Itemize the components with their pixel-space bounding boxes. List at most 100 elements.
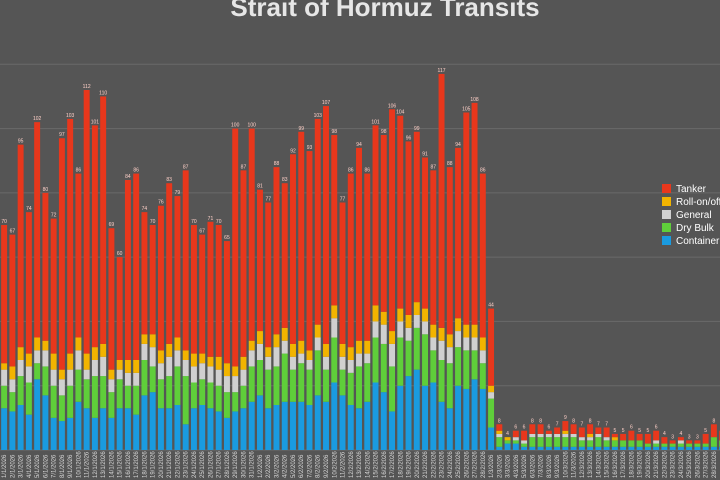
bar-segment-dry-bulk bbox=[661, 443, 668, 447]
bar-total-label: 105 bbox=[462, 107, 471, 113]
bar-segment-roll-on-off bbox=[611, 437, 618, 441]
bar-segment-roll-on-off bbox=[496, 430, 503, 434]
bar-segment-dry-bulk bbox=[512, 440, 519, 444]
bar-segment-roll-on-off bbox=[157, 350, 164, 364]
bar-segment-general bbox=[471, 337, 478, 351]
bar-segment-container bbox=[1, 408, 8, 450]
bar-segment-tanker bbox=[364, 173, 371, 341]
bar-segment-tanker bbox=[108, 228, 115, 370]
bar-segment-general bbox=[190, 366, 197, 383]
bar-total-label: 70 bbox=[191, 219, 197, 225]
bar-segment-container bbox=[83, 408, 90, 450]
x-tick-label: 6/3/2026 bbox=[530, 454, 536, 478]
x-tick-label: 14/2/2026 bbox=[365, 451, 371, 478]
bar-segment-dry-bulk bbox=[537, 437, 544, 447]
bar-segment-roll-on-off bbox=[25, 353, 32, 367]
bar-segment-container bbox=[504, 443, 511, 450]
bar-total-label: 112 bbox=[83, 84, 91, 90]
bar-segment-general bbox=[496, 433, 503, 438]
bar-total-label: 88 bbox=[447, 161, 453, 167]
bar-segment-general bbox=[116, 369, 123, 380]
bar-segment-dry-bulk bbox=[199, 379, 206, 405]
x-tick-label: 24/2/2026 bbox=[448, 451, 454, 478]
bar-segment-dry-bulk bbox=[636, 440, 643, 447]
bar-segment-roll-on-off bbox=[364, 340, 371, 354]
bar-total-label: 9 bbox=[564, 415, 567, 421]
bar-segment-tanker bbox=[83, 90, 90, 354]
bar-segment-tanker bbox=[331, 135, 338, 306]
bar-segment-tanker bbox=[661, 437, 668, 444]
bar-segment-tanker bbox=[463, 112, 470, 325]
bar-segment-dry-bulk bbox=[248, 366, 255, 402]
bar-segment-general bbox=[479, 350, 486, 364]
bar-segment-tanker bbox=[281, 183, 288, 328]
x-tick-label: 16/2/2026 bbox=[382, 451, 388, 478]
bar-total-label: 107 bbox=[322, 100, 331, 106]
bar-segment-tanker bbox=[677, 437, 684, 441]
bar-segment-container bbox=[166, 408, 173, 450]
bar-segment-general bbox=[323, 356, 329, 370]
bar-segment-general bbox=[603, 437, 610, 441]
bar-segment-dry-bulk bbox=[446, 363, 453, 409]
bar-total-label: 5 bbox=[622, 428, 625, 434]
bar-segment-tanker bbox=[636, 433, 643, 441]
bar-segment-roll-on-off bbox=[438, 327, 445, 341]
x-tick-label: 15/1/2026 bbox=[118, 451, 124, 478]
bar-segment-dry-bulk bbox=[496, 437, 503, 447]
bar-total-label: 4 bbox=[506, 431, 509, 437]
bar-segment-general bbox=[562, 433, 569, 438]
bar-segment-general bbox=[397, 321, 404, 338]
bar-total-label: 6 bbox=[630, 425, 633, 431]
bar-total-label: 5 bbox=[638, 428, 641, 434]
bar-segment-roll-on-off bbox=[298, 340, 305, 354]
x-tick-label: 4/3/2026 bbox=[514, 454, 520, 478]
bar-segment-dry-bulk bbox=[273, 366, 280, 405]
bar-segment-container bbox=[91, 417, 98, 450]
bar-segment-tanker bbox=[298, 131, 305, 341]
bar-segment-tanker bbox=[397, 115, 404, 309]
bar-segment-container bbox=[290, 401, 296, 450]
bar-total-label: 101 bbox=[371, 119, 380, 125]
bar-segment-container bbox=[463, 388, 470, 450]
bar-total-label: 96 bbox=[406, 135, 412, 141]
bar-segment-roll-on-off bbox=[347, 347, 354, 360]
bar-segment-container bbox=[298, 401, 305, 450]
bar-segment-container bbox=[422, 385, 429, 450]
bar-segment-dry-bulk bbox=[190, 382, 197, 409]
bar-segment-tanker bbox=[157, 205, 164, 351]
bar-segment-dry-bulk bbox=[116, 379, 123, 409]
bar-segment-roll-on-off bbox=[100, 343, 107, 357]
x-tick-label: 15/3/2026 bbox=[605, 451, 611, 478]
bar-segment-dry-bulk bbox=[364, 363, 371, 402]
x-tick-label: 2/3/2026 bbox=[497, 454, 503, 478]
bar-total-label: 92 bbox=[290, 148, 296, 154]
bar-segment-dry-bulk bbox=[587, 440, 594, 447]
bar-segment-general bbox=[257, 343, 263, 360]
bar-segment-dry-bulk bbox=[611, 440, 618, 447]
bar-segment-tanker bbox=[58, 138, 65, 370]
bar-segment-general bbox=[1, 369, 8, 386]
bar-segment-general bbox=[248, 350, 255, 367]
bar-segment-dry-bulk bbox=[702, 443, 709, 447]
bar-total-label: 76 bbox=[158, 200, 164, 206]
bar-segment-container bbox=[223, 417, 230, 450]
bar-segment-dry-bulk bbox=[356, 366, 362, 409]
x-tick-label: 12/3/2026 bbox=[580, 451, 586, 478]
x-tick-label: 24/1/2026 bbox=[192, 451, 198, 478]
bar-segment-container bbox=[529, 446, 536, 450]
bar-segment-container bbox=[628, 446, 635, 450]
x-tick-label: 9/2/2026 bbox=[324, 454, 330, 478]
bar-segment-dry-bulk bbox=[290, 369, 296, 402]
bar-segment-dry-bulk bbox=[413, 327, 420, 370]
bar-segment-tanker bbox=[182, 170, 189, 351]
bars bbox=[1, 73, 720, 450]
bar-segment-dry-bulk bbox=[455, 347, 462, 386]
bar-segment-tanker bbox=[347, 173, 354, 348]
bar-segment-dry-bulk bbox=[83, 379, 90, 409]
x-tick-label: 22/3/2026 bbox=[662, 451, 668, 478]
bar-segment-dry-bulk bbox=[677, 443, 684, 447]
bar-segment-general bbox=[42, 350, 49, 367]
bar-total-label: 86 bbox=[133, 168, 139, 174]
bar-total-label: 83 bbox=[282, 177, 288, 183]
bar-total-label: 70 bbox=[150, 219, 156, 225]
